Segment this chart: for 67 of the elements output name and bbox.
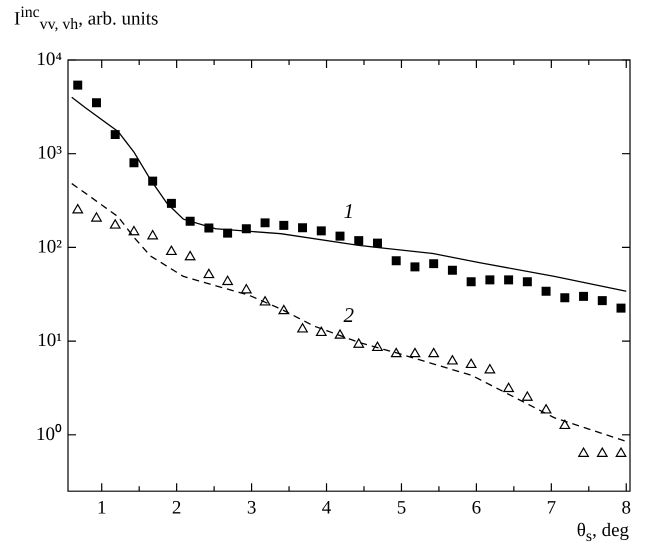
point <box>410 348 420 358</box>
point <box>279 220 288 230</box>
point <box>522 391 533 401</box>
point <box>353 338 364 348</box>
point <box>240 284 252 294</box>
series-label: 2 <box>343 303 354 327</box>
point <box>204 268 214 278</box>
point <box>184 250 196 260</box>
y-tick-label: 10⁴ <box>36 48 62 70</box>
y-tick-label: 10¹ <box>37 330 62 352</box>
point <box>260 218 270 228</box>
point <box>110 219 121 229</box>
point <box>147 230 158 240</box>
point <box>73 80 82 90</box>
point <box>429 259 438 268</box>
point <box>92 98 101 108</box>
point <box>410 262 420 272</box>
point <box>448 266 457 275</box>
point <box>485 275 494 284</box>
x-tick-label: 6 <box>472 498 482 519</box>
point <box>222 276 233 286</box>
point <box>616 447 626 457</box>
point <box>428 348 440 358</box>
point <box>91 212 102 222</box>
point <box>128 226 140 236</box>
point <box>579 292 588 301</box>
point <box>392 256 401 266</box>
y-tick-label: 10⁰ <box>36 422 62 445</box>
point <box>447 355 458 365</box>
point <box>503 382 514 392</box>
point <box>372 238 382 248</box>
x-tick-label: 8 <box>622 498 632 519</box>
point <box>297 323 308 333</box>
point <box>129 158 138 168</box>
x-tick-label: 4 <box>322 498 332 519</box>
point <box>598 296 607 306</box>
point <box>354 236 364 246</box>
x-tick-label: 3 <box>246 498 256 519</box>
point <box>616 304 626 313</box>
point <box>110 130 120 140</box>
point <box>560 293 570 302</box>
point <box>542 286 551 296</box>
point <box>72 204 84 214</box>
y-axis-title: I$^{inc}$$_{vv, vh}$, arb. units <box>14 4 158 34</box>
x-tick-label: 7 <box>546 498 556 519</box>
y-tick-label: 10³ <box>37 142 62 164</box>
point <box>316 326 327 336</box>
point <box>336 232 344 241</box>
point <box>559 420 570 430</box>
point <box>466 277 476 286</box>
point <box>504 275 514 284</box>
point <box>578 447 589 457</box>
x-tick-label: 1 <box>96 498 106 519</box>
line-series <box>71 182 627 442</box>
y-tick-label: 10² <box>37 236 62 258</box>
series-label: 1 <box>343 199 354 224</box>
point <box>466 358 477 368</box>
x-axis-title: θ$_{s}$, deg <box>576 520 629 546</box>
point <box>316 226 326 236</box>
x-tick-label: 5 <box>396 498 406 519</box>
point <box>522 277 532 286</box>
x-tick-label: 2 <box>172 498 182 519</box>
point <box>166 246 177 256</box>
point <box>166 198 176 208</box>
point <box>298 223 308 232</box>
point <box>484 364 496 374</box>
point <box>596 447 608 457</box>
